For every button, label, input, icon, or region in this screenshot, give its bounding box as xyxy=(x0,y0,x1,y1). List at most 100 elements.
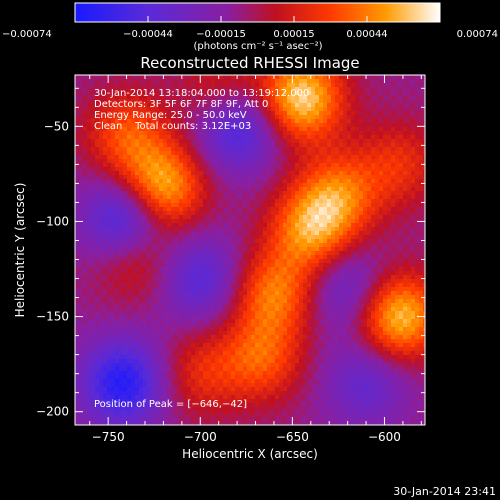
heatmap-cell xyxy=(199,287,204,292)
heatmap-cell xyxy=(139,139,144,144)
heatmap-cell xyxy=(83,375,88,380)
heatmap-cell xyxy=(123,123,128,128)
heatmap-cell xyxy=(103,111,108,116)
heatmap-cell xyxy=(199,107,204,112)
heatmap-cell xyxy=(99,167,104,172)
heatmap-cell xyxy=(119,115,124,120)
heatmap-cell xyxy=(163,259,168,264)
heatmap-cell xyxy=(191,83,196,88)
heatmap-cell xyxy=(267,127,272,132)
heatmap-cell xyxy=(99,363,104,368)
heatmap-cell xyxy=(219,139,224,144)
heatmap-cell xyxy=(83,327,88,332)
heatmap-cell xyxy=(219,235,224,240)
heatmap-cell xyxy=(235,243,240,248)
heatmap-cell xyxy=(179,83,184,88)
heatmap-cell xyxy=(135,111,140,116)
heatmap-cell xyxy=(187,379,192,384)
heatmap-cell xyxy=(163,211,168,216)
heatmap-cell xyxy=(203,111,208,116)
heatmap-cell xyxy=(127,311,132,316)
heatmap-cell xyxy=(187,115,192,120)
heatmap-cell xyxy=(231,315,236,320)
heatmap-cell xyxy=(291,423,296,425)
heatmap-cell xyxy=(103,399,108,404)
heatmap-cell xyxy=(295,251,300,256)
heatmap-cell xyxy=(83,79,88,84)
heatmap-cell xyxy=(283,211,288,216)
heatmap-cell xyxy=(223,315,228,320)
heatmap-cell xyxy=(107,247,112,252)
heatmap-cell xyxy=(107,403,112,408)
heatmap-cell xyxy=(143,235,148,240)
heatmap-cell xyxy=(219,215,224,220)
heatmap-cell xyxy=(203,303,208,308)
heatmap-cell xyxy=(191,207,196,212)
heatmap-cell xyxy=(111,407,116,412)
heatmap-cell xyxy=(123,207,128,212)
heatmap-cell xyxy=(239,375,244,380)
heatmap-cell xyxy=(243,219,248,224)
heatmap-cell xyxy=(139,423,144,425)
heatmap-cell xyxy=(111,127,116,132)
heatmap-cell xyxy=(171,339,176,344)
heatmap-cell xyxy=(91,211,96,216)
heatmap-cell xyxy=(271,107,276,112)
heatmap-cell xyxy=(195,91,200,96)
heatmap-cell xyxy=(107,219,112,224)
heatmap-cell xyxy=(295,207,300,212)
heatmap-cell xyxy=(79,75,84,80)
heatmap-cell xyxy=(163,351,168,356)
heatmap-cell xyxy=(267,315,272,320)
heatmap-cell xyxy=(215,179,220,184)
heatmap-cell xyxy=(143,107,148,112)
heatmap-cell xyxy=(135,243,140,248)
heatmap-cell xyxy=(115,235,120,240)
heatmap-cell xyxy=(235,87,240,92)
heatmap-cell xyxy=(147,91,152,96)
heatmap-cell xyxy=(203,151,208,156)
heatmap-cell xyxy=(215,339,220,344)
heatmap-cell xyxy=(263,219,268,224)
heatmap-cell xyxy=(227,311,232,316)
heatmap-cell xyxy=(171,107,176,112)
heatmap-cell xyxy=(191,231,196,236)
heatmap-cell xyxy=(155,115,160,120)
heatmap-cell xyxy=(219,119,224,124)
heatmap-cell xyxy=(235,195,240,200)
heatmap-cell xyxy=(91,375,96,380)
heatmap-cell xyxy=(291,251,296,256)
heatmap-cell xyxy=(215,307,220,312)
heatmap-cell xyxy=(235,347,240,352)
heatmap-cell xyxy=(147,339,152,344)
heatmap-cell xyxy=(175,343,180,348)
heatmap-cell xyxy=(287,99,292,104)
heatmap-cell xyxy=(127,387,132,392)
heatmap-cell xyxy=(215,311,220,316)
heatmap-cell xyxy=(235,103,240,108)
heatmap-cell xyxy=(271,343,276,348)
heatmap-cell xyxy=(287,363,292,368)
heatmap-cell xyxy=(187,279,192,284)
heatmap-cell xyxy=(195,159,200,164)
heatmap-cell xyxy=(111,239,116,244)
heatmap-cell xyxy=(283,339,288,344)
heatmap-cell xyxy=(171,135,176,140)
heatmap-cell xyxy=(123,115,128,120)
heatmap-cell xyxy=(127,323,132,328)
heatmap-cell xyxy=(191,275,196,280)
heatmap-cell xyxy=(267,283,272,288)
heatmap-cell xyxy=(131,99,136,104)
heatmap-cell xyxy=(79,303,84,308)
heatmap-cell xyxy=(167,383,172,388)
heatmap-cell xyxy=(275,239,280,244)
heatmap-cell xyxy=(223,411,228,416)
heatmap-cell xyxy=(135,207,140,212)
heatmap-cell xyxy=(127,351,132,356)
heatmap-cell xyxy=(223,111,228,116)
heatmap-cell xyxy=(143,151,148,156)
heatmap-cell xyxy=(107,155,112,160)
heatmap-cell xyxy=(119,227,124,232)
heatmap-cell xyxy=(163,359,168,364)
heatmap-cell xyxy=(167,327,172,332)
